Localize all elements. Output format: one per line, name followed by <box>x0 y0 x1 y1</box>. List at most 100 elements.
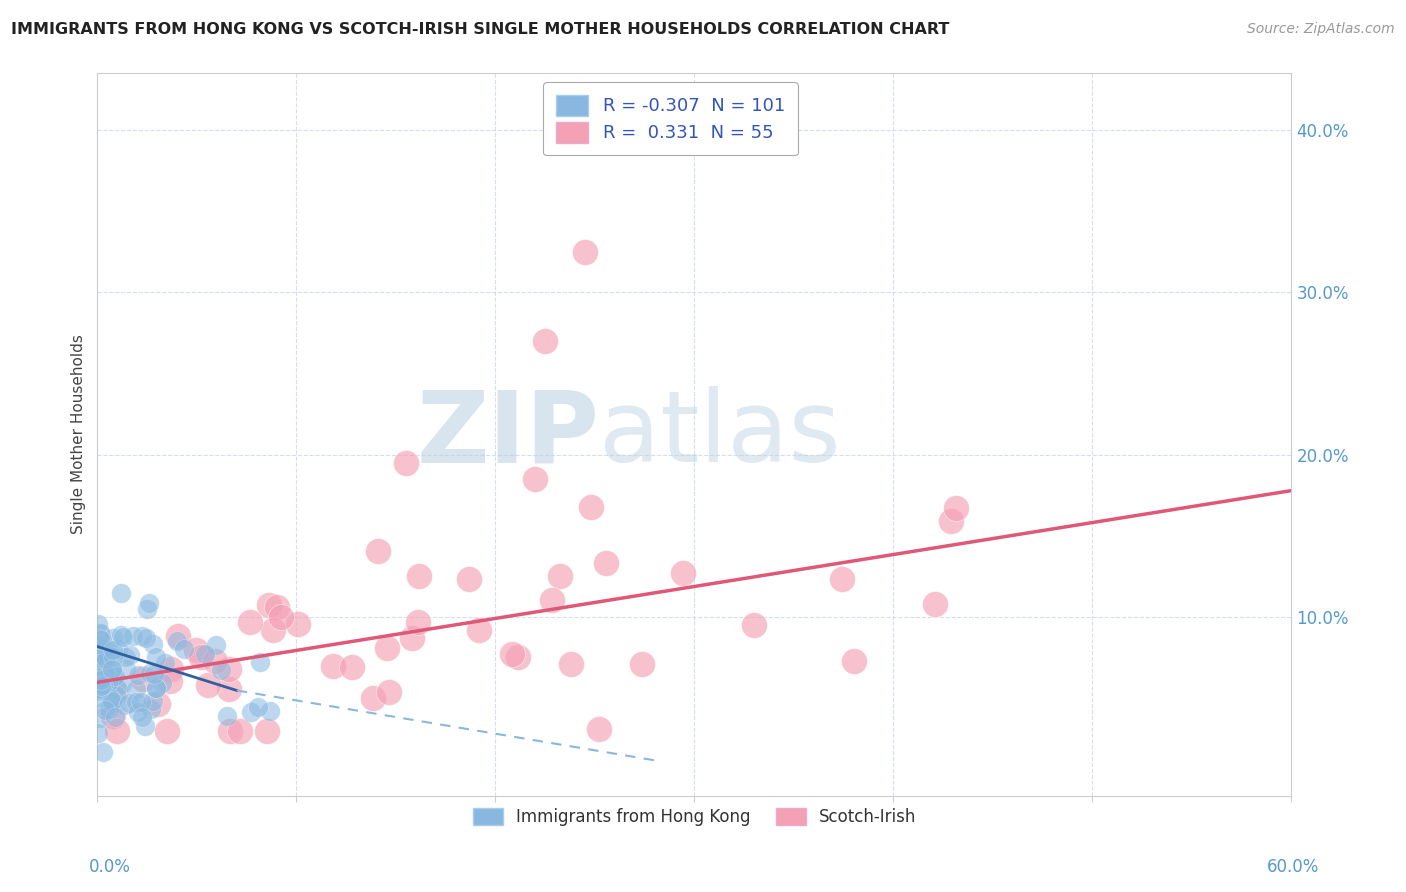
Point <box>842 654 865 668</box>
Point <box>97 675 120 690</box>
Point <box>90 654 112 668</box>
Point <box>408 568 430 582</box>
Point <box>87 681 110 696</box>
Point <box>924 597 946 611</box>
Point <box>87 690 110 705</box>
Point <box>595 556 617 570</box>
Point <box>131 696 153 710</box>
Point <box>90 679 112 693</box>
Point <box>135 631 157 645</box>
Point <box>96 667 118 681</box>
Point <box>90 627 112 641</box>
Point <box>541 592 564 607</box>
Point <box>114 650 136 665</box>
Point <box>122 629 145 643</box>
Point <box>101 674 124 689</box>
Point <box>94 657 117 672</box>
Point <box>89 653 111 667</box>
Point <box>105 681 128 695</box>
Point <box>239 705 262 719</box>
Point <box>110 586 132 600</box>
Point <box>101 667 124 681</box>
Point <box>197 678 219 692</box>
Point <box>145 681 167 696</box>
Point <box>342 659 364 673</box>
Point <box>218 662 240 676</box>
Point <box>90 645 112 659</box>
Point <box>90 658 112 673</box>
Point <box>104 710 127 724</box>
Point <box>93 703 115 717</box>
Point <box>127 706 149 720</box>
Point <box>136 602 159 616</box>
Point <box>256 724 278 739</box>
Point <box>132 672 155 686</box>
Point <box>90 640 112 655</box>
Point <box>93 645 115 659</box>
Point <box>468 623 491 637</box>
Point <box>96 651 118 665</box>
Point <box>89 632 111 646</box>
Point <box>560 657 582 671</box>
Point <box>218 681 240 696</box>
Point <box>548 568 571 582</box>
Point <box>103 650 125 665</box>
Point <box>89 683 111 698</box>
Point <box>104 688 127 702</box>
Point <box>111 630 134 644</box>
Point <box>270 610 292 624</box>
Point <box>209 663 232 677</box>
Point <box>89 680 111 694</box>
Point <box>228 724 250 739</box>
Point <box>101 662 124 676</box>
Point <box>90 673 112 688</box>
Point <box>361 691 384 706</box>
Point <box>141 702 163 716</box>
Point <box>367 543 389 558</box>
Text: atlas: atlas <box>599 386 841 483</box>
Point <box>159 673 181 688</box>
Point <box>101 631 124 645</box>
Point <box>287 617 309 632</box>
Point <box>239 615 262 630</box>
Point <box>262 624 284 638</box>
Point <box>194 647 217 661</box>
Point <box>166 634 188 648</box>
Point <box>91 676 114 690</box>
Point <box>259 599 281 613</box>
Point <box>167 629 190 643</box>
Point <box>104 668 127 682</box>
Point <box>96 680 118 694</box>
Point <box>579 500 602 515</box>
Point <box>91 665 114 679</box>
Point <box>98 648 121 663</box>
Point <box>101 643 124 657</box>
Point <box>105 724 128 739</box>
Point <box>204 654 226 668</box>
Point <box>134 719 156 733</box>
Point <box>91 657 114 672</box>
Point <box>458 572 481 586</box>
Point <box>115 661 138 675</box>
Point <box>93 649 115 664</box>
Point <box>506 650 529 665</box>
Point <box>110 628 132 642</box>
Point <box>173 642 195 657</box>
Point <box>89 711 111 725</box>
Point <box>127 667 149 681</box>
Point <box>104 685 127 699</box>
Point <box>101 709 124 723</box>
Point <box>98 690 121 705</box>
Point <box>142 694 165 708</box>
Text: Source: ZipAtlas.com: Source: ZipAtlas.com <box>1247 22 1395 37</box>
Point <box>375 640 398 655</box>
Point <box>378 684 401 698</box>
Point <box>259 705 281 719</box>
Point <box>111 677 134 691</box>
Point <box>156 724 179 739</box>
Point <box>87 652 110 666</box>
Point <box>118 648 141 662</box>
Point <box>395 456 418 470</box>
Point <box>87 726 110 740</box>
Point <box>101 694 124 708</box>
